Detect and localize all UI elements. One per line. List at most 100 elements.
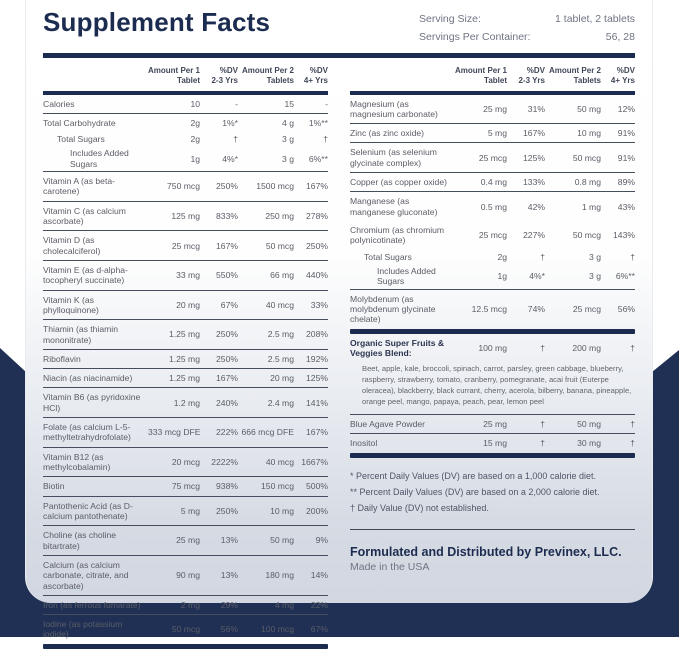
nutrient-group: Magnesium (as magnesium carbonate) 25 mg… [350, 95, 635, 125]
nutrient-name: Vitamin K (as phylloquinone) [43, 294, 99, 315]
dv-2-3yrs-value: 167% [523, 128, 545, 139]
col-header-amount-per-1: Amount Per 1 Tablet [455, 65, 508, 86]
right-column-headers: Amount Per 1 Tablet %DV 2-3 Yrs Amount P… [350, 58, 635, 91]
amount-per-2-value: 2.5 mg [267, 329, 294, 340]
amount-per-1-value: 0.5 mg [480, 201, 507, 212]
nutrient-group: Pantothenic Acid (as D-calcium pantothen… [43, 497, 328, 527]
nutrient-name: Pantothenic Acid (as D-calcium pantothen… [43, 500, 133, 521]
nutrient-group: Molybdenum (as molybdenum glycinate chel… [350, 290, 635, 329]
dv-4plus-value: 141% [306, 397, 328, 408]
dv-4plus-value: 91% [617, 152, 635, 163]
dv-2-3yrs-value: 550% [216, 270, 238, 281]
footnote-line: * Percent Daily Values (DV) are based on… [350, 470, 596, 481]
right-mineral-list: Magnesium (as magnesium carbonate) 25 mg… [350, 95, 635, 329]
minerals-end-bar [350, 328, 635, 334]
amount-per-2-value: 50 mcg [572, 230, 601, 241]
amount-per-1-value: 2g [190, 117, 200, 128]
col-header-dv-4plus: %DV 4+ Yrs [303, 65, 328, 86]
nutrient-name: Total Sugars [57, 134, 105, 145]
nutrient-row: Choline (as choline bitartrate) 25 mg 13… [43, 526, 328, 555]
nutrient-row: Thiamin (as thiamin mononitrate) 1.25 mg… [43, 320, 328, 349]
dv-4plus-value: 440% [306, 270, 328, 281]
nutrient-name: Blue Agave Powder [350, 419, 426, 430]
nutrient-name: Niacin (as niacinamide) [43, 373, 133, 384]
dv-4plus-value: 22% [310, 599, 328, 610]
dv-2-3yrs-value: 222% [216, 427, 238, 438]
column-top-bar [350, 90, 635, 95]
serving-size-row: Serving Size: 1 tablet, 2 tablets [419, 10, 635, 28]
left-column: Amount Per 1 Tablet %DV 2-3 Yrs Amount P… [43, 58, 328, 649]
amount-per-2-value: 200 mg [572, 342, 601, 353]
nutrient-row: Pantothenic Acid (as D-calcium pantothen… [43, 497, 328, 526]
dv-2-3yrs-value: 74% [527, 303, 545, 314]
nutrient-group: Vitamin A (as beta-carotene) 750 mcg 250… [43, 172, 328, 202]
col-header-amount-per-1: Amount Per 1 Tablet [148, 65, 201, 86]
nutrient-group: Niacin (as niacinamide) 1.25 mg 167% 20 … [43, 369, 328, 389]
nutrient-group: Vitamin K (as phylloquinone) 20 mg 67% 4… [43, 291, 328, 321]
dv-2-3yrs-value: 833% [216, 210, 238, 221]
nutrient-row: Vitamin B6 (as pyridoxine HCl) 1.2 mg 24… [43, 388, 328, 417]
nutrient-name: Calcium (as calcium carbonate, citrate, … [43, 559, 129, 591]
dv-2-3yrs-value: † [540, 251, 545, 262]
nutrient-row: Iodine (as potassium iodide) 50 mcg 56% … [43, 615, 328, 644]
servings-per-container-label: Servings Per Container: [419, 31, 531, 44]
nutrient-row: Calories 10 - 15 - [43, 95, 328, 113]
amount-per-1-value: 90 mg [176, 570, 200, 581]
col-header-dv-2-3yrs: %DV 2-3 Yrs [211, 65, 238, 86]
amount-per-2-value: 15 [284, 98, 294, 109]
nutrient-group: Vitamin B6 (as pyridoxine HCl) 1.2 mg 24… [43, 388, 328, 419]
dv-2-3yrs-value: † [540, 342, 545, 353]
nutrient-name: Total Sugars [364, 251, 412, 262]
amount-per-2-value: 0.8 mg [574, 177, 601, 188]
serving-size-label: Serving Size: [419, 13, 481, 25]
dv-2-3yrs-value: 1%* [222, 117, 238, 128]
dv-2-3yrs-value: 167% [216, 373, 238, 384]
amount-per-2-value: 666 mcg DFE [241, 427, 294, 438]
amount-per-2-value: 150 mcg [261, 481, 294, 492]
blend-ingredients-text: Beet, apple, kale, broccoli, spinach, ca… [362, 364, 632, 407]
dv-4plus-value: 1667% [301, 456, 328, 467]
amount-per-1-value: 2 mg [180, 599, 200, 610]
nutrient-name: Includes Added Sugars [377, 265, 436, 287]
dv-4plus-value: † [630, 251, 635, 262]
nutrient-row: Niacin (as niacinamide) 1.25 mg 167% 20 … [43, 369, 328, 387]
nutrient-name: Iron (as ferrous fumarate) [43, 599, 141, 610]
dv-4plus-value: 6%** [308, 153, 328, 164]
amount-per-1-value: 750 mcg [167, 181, 200, 192]
amount-per-2-value: 50 mg [270, 535, 294, 546]
nutrient-row: Total Sugars 2g † 3 g † [350, 250, 635, 264]
dv-2-3yrs-value: 56% [220, 624, 238, 635]
dv-4plus-value: 125% [306, 373, 328, 384]
nutrient-row: Biotin 75 mcg 938% 150 mcg 500% [43, 477, 328, 495]
footnote-line: † Daily Value (DV) not established. [350, 503, 489, 514]
amount-per-2-value: 3 g [282, 153, 294, 164]
nutrient-row: Molybdenum (as molybdenum glycinate chel… [350, 290, 635, 329]
nutrient-name: Chromium (as chromium polynicotinate) [350, 225, 445, 246]
nutrient-group: Manganese (as manganese gluconate) 0.5 m… [350, 192, 635, 290]
nutrient-name: Includes Added Sugars [70, 148, 129, 169]
nutrient-name: Manganese (as manganese gluconate) [350, 196, 438, 217]
nutrient-group: Copper (as copper oxide) 0.4 mg 133% 0.8… [350, 173, 635, 193]
dv-4plus-value: 167% [306, 181, 328, 192]
amount-per-2-value: 40 mcg [265, 299, 294, 310]
dv-4plus-value: 1%** [308, 117, 328, 128]
made-in-usa-text: Made in the USA [350, 561, 430, 574]
col-header-amount-per-2: Amount Per 2 Tablets [548, 65, 601, 86]
label-title: Supplement Facts [43, 7, 271, 37]
dv-2-3yrs-value: 250% [216, 353, 238, 364]
nutrient-group: Calcium (as calcium carbonate, citrate, … [43, 556, 328, 596]
dv-4plus-value: 6%** [615, 271, 635, 282]
col-header-amount-per-2: Amount Per 2 Tablets [241, 65, 294, 86]
nutrient-name: Biotin [43, 481, 65, 492]
amount-per-2-value: 50 mcg [572, 152, 601, 163]
nutrient-group: Iodine (as potassium iodide) 50 mcg 56% … [43, 615, 328, 644]
nutrient-row: Vitamin D (as cholecalciferol) 25 mcg 16… [43, 231, 328, 260]
nutrient-name: Zinc (as zinc oxide) [350, 128, 425, 139]
col-header-dv-4plus: %DV 4+ Yrs [610, 65, 635, 86]
nutrient-name: Calories [43, 98, 75, 109]
nutrient-group: Iron (as ferrous fumarate) 2 mg 29% 4 mg… [43, 596, 328, 616]
nutrient-row: Total Carbohydrate 2g 1%* 4 g 1%** [43, 114, 328, 132]
nutrient-group: Selenium (as selenium glycinate complex)… [350, 143, 635, 174]
nutrient-row: Inositol 15 mg † 30 mg † [350, 434, 635, 452]
nutrient-name: Magnesium (as magnesium carbonate) [350, 98, 438, 119]
